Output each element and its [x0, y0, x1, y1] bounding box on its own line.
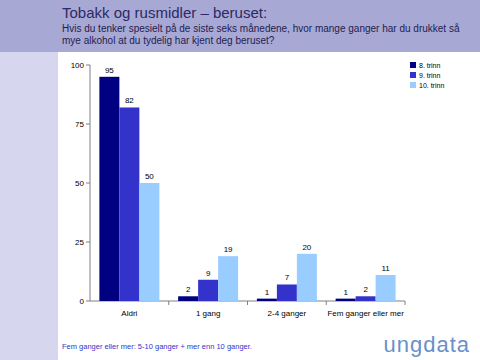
y-tick: [86, 65, 90, 66]
data-label: 1: [265, 288, 270, 297]
bar: [336, 299, 356, 301]
data-label: 1: [343, 288, 348, 297]
bar: [119, 107, 139, 301]
data-label: 11: [381, 264, 390, 273]
x-tick: [168, 301, 169, 305]
data-label: 2: [186, 285, 191, 294]
x-tick-label: Aldri: [121, 309, 137, 318]
y-tick-label: 25: [75, 238, 84, 247]
legend-swatch: [410, 82, 416, 88]
x-tick: [405, 301, 406, 305]
x-tick: [247, 301, 248, 305]
bar: [297, 254, 317, 301]
bar: [139, 183, 159, 301]
y-tick: [86, 124, 90, 125]
bars: [99, 77, 395, 301]
bar: [198, 280, 218, 301]
legend-label: 9. trinn: [419, 72, 441, 79]
side-band: [0, 52, 58, 360]
y-tick-label: 50: [75, 179, 84, 188]
page: Tobakk og rusmidler – beruset: Hvis du t…: [0, 0, 480, 360]
data-label: 2: [363, 285, 368, 294]
legend-label: 8. trinn: [419, 62, 441, 69]
y-tick: [86, 301, 90, 302]
y-tick: [86, 242, 90, 243]
bar: [178, 296, 198, 301]
x-tick-label: 2-4 ganger: [268, 309, 307, 318]
x-tick-label: Fem ganger eller mer: [327, 309, 404, 318]
bar: [277, 284, 297, 301]
subtitle: Hvis du tenker spesielt på de siste seks…: [62, 23, 462, 47]
bar: [356, 296, 376, 301]
logo: ungdata: [383, 332, 470, 357]
data-label: 9: [206, 269, 211, 278]
data-label: 7: [285, 273, 290, 282]
bar: [99, 77, 119, 301]
data-label: 82: [125, 96, 134, 105]
y-tick-label: 100: [71, 61, 85, 70]
footnote: Fem ganger eller mer: 5-10 ganger + mer …: [62, 342, 252, 351]
y-tick-label: 0: [80, 297, 85, 306]
x-tick-label: 1 gang: [196, 309, 220, 318]
y-tick-label: 75: [75, 120, 84, 129]
title: Tobakk og rusmidler – beruset:: [62, 4, 267, 21]
legend-label: 10. trinn: [419, 82, 444, 89]
data-label: 19: [224, 245, 233, 254]
x-tick: [326, 301, 327, 305]
legend-swatch: [410, 72, 416, 78]
data-label: 95: [105, 66, 114, 75]
bar: [376, 275, 396, 301]
y-tick: [86, 183, 90, 184]
data-label: 20: [302, 243, 311, 252]
bar: [257, 299, 277, 301]
data-label: 50: [145, 172, 154, 181]
bar: [218, 256, 238, 301]
chart: 0 25 50 75 100 Aldri 95 82 50 1 gang 2 9 19 2-4 gange…: [0, 0, 480, 360]
legend-swatch: [410, 62, 416, 68]
